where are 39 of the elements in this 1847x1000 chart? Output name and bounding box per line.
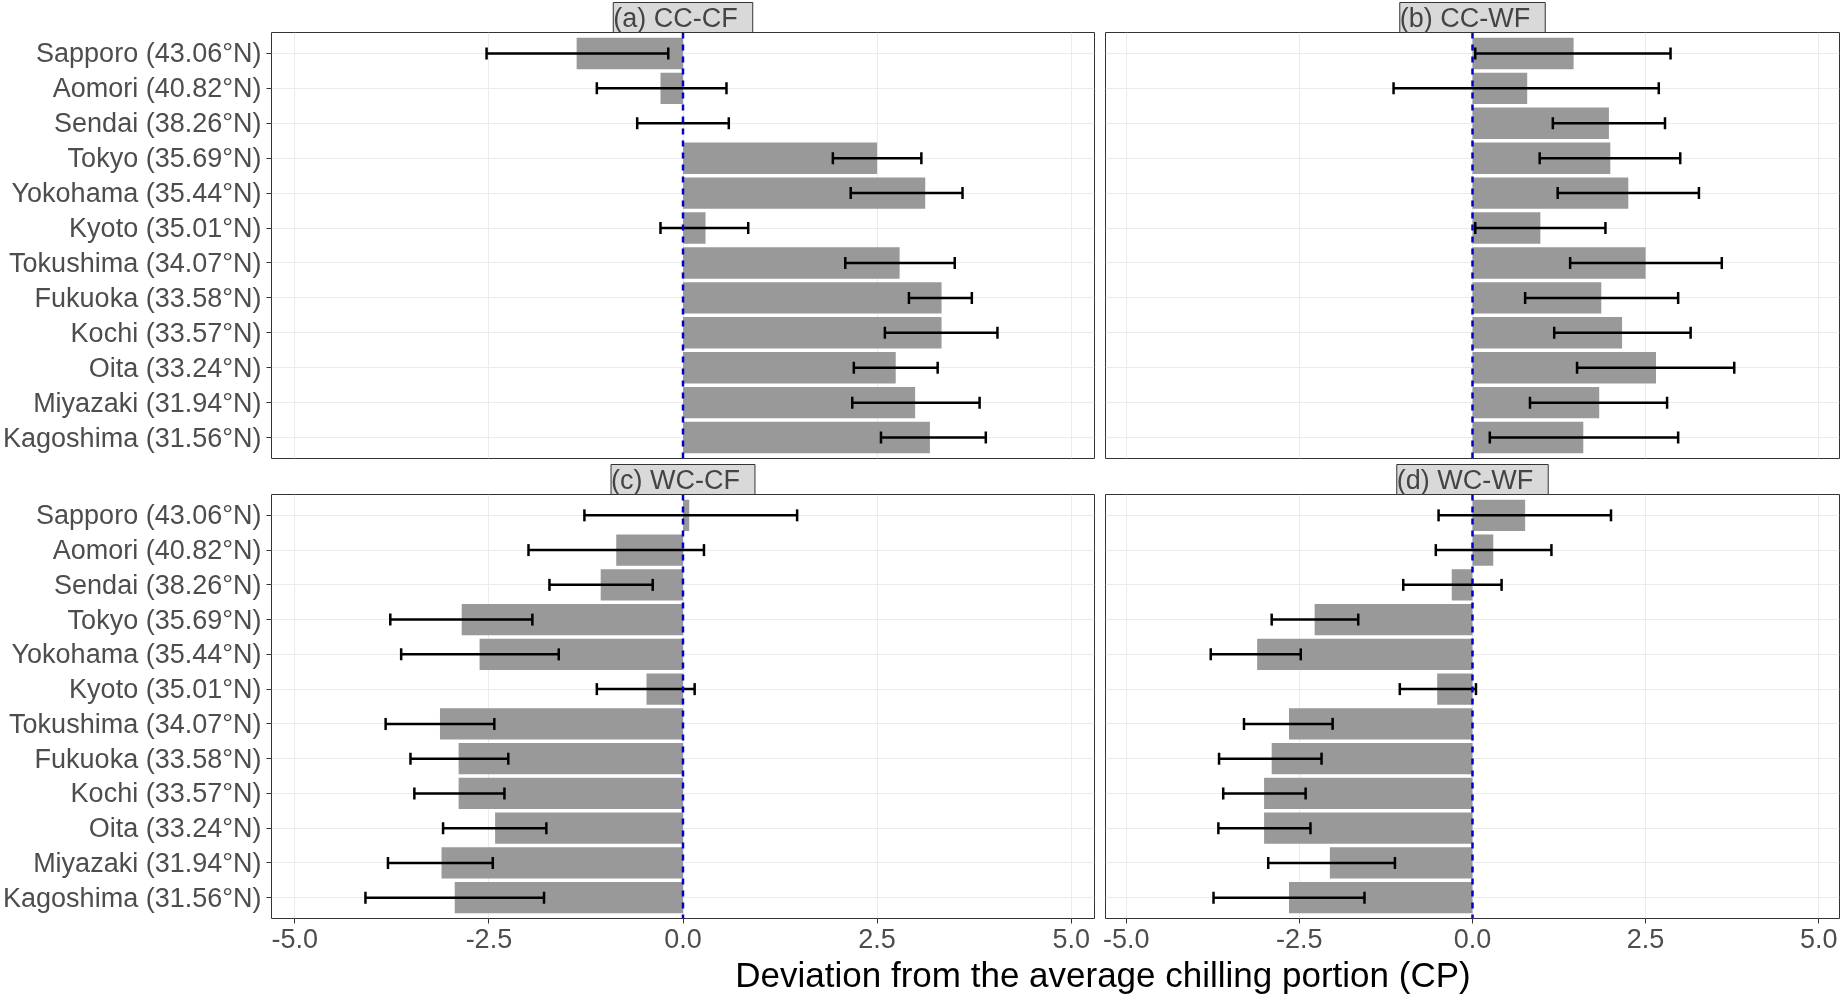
y-tick-label: Kyoto (35.01°N) bbox=[69, 674, 262, 705]
chart-title: (d) WC-WF bbox=[1396, 464, 1534, 495]
y-tick-label: Yokohama (35.44°N) bbox=[11, 639, 262, 670]
x-tick-label: -5.0 bbox=[1103, 923, 1150, 954]
x-tick-label: 5.0 bbox=[1799, 923, 1838, 954]
y-tick-label: Tokyo (35.69°N) bbox=[67, 604, 262, 635]
x-tick-label: 2.5 bbox=[1626, 923, 1665, 954]
y-tick-label: Tokushima (34.07°N) bbox=[9, 708, 262, 739]
y-tick-label: Yokohama (35.44°N) bbox=[11, 178, 262, 209]
y-tick-label: Aomori (40.82°N) bbox=[52, 535, 262, 566]
chart-title: (b) CC-WF bbox=[1399, 2, 1531, 33]
y-tick-label: Kochi (33.57°N) bbox=[70, 778, 262, 809]
y-tick-label: Fukuoka (33.58°N) bbox=[34, 282, 262, 313]
y-tick-label: Kochi (33.57°N) bbox=[70, 317, 262, 348]
y-tick-label: Tokushima (34.07°N) bbox=[9, 247, 262, 278]
y-tick-label: Tokyo (35.69°N) bbox=[67, 143, 262, 174]
x-tick-label: -2.5 bbox=[465, 923, 513, 954]
x-tick-label: 0.0 bbox=[1453, 923, 1492, 954]
x-tick-label: -5.0 bbox=[271, 923, 319, 954]
x-tick-label: 5.0 bbox=[1052, 923, 1090, 954]
y-tick-label: Miyazaki (31.94°N) bbox=[33, 847, 262, 878]
y-tick-label: Fukuoka (33.58°N) bbox=[34, 743, 262, 774]
x-tick-label: 2.5 bbox=[858, 923, 896, 954]
chart-title: (c) WC-CF bbox=[611, 464, 740, 495]
y-tick-label: Sapporo (43.06°N) bbox=[36, 38, 262, 69]
y-tick-label: Sendai (38.26°N) bbox=[54, 108, 262, 139]
y-tick-label: Kagoshima (31.56°N) bbox=[3, 882, 262, 913]
x-tick-label: 0.0 bbox=[664, 923, 702, 954]
x-tick-label: -2.5 bbox=[1276, 923, 1323, 954]
y-tick-label: Aomori (40.82°N) bbox=[52, 73, 262, 104]
y-tick-label: Sapporo (43.06°N) bbox=[36, 500, 262, 531]
y-tick-label: Kyoto (35.01°N) bbox=[69, 213, 262, 244]
x-axis-title: Deviation from the average chilling portion (CP) bbox=[735, 955, 1471, 994]
y-tick-label: Oita (33.24°N) bbox=[88, 813, 262, 844]
y-tick-label: Sendai (38.26°N) bbox=[54, 569, 262, 600]
y-tick-label: Kagoshima (31.56°N) bbox=[3, 422, 262, 453]
y-tick-label: Miyazaki (31.94°N) bbox=[33, 387, 262, 418]
chart-title: (a) CC-CF bbox=[613, 2, 738, 33]
y-tick-label: Oita (33.24°N) bbox=[88, 352, 262, 383]
